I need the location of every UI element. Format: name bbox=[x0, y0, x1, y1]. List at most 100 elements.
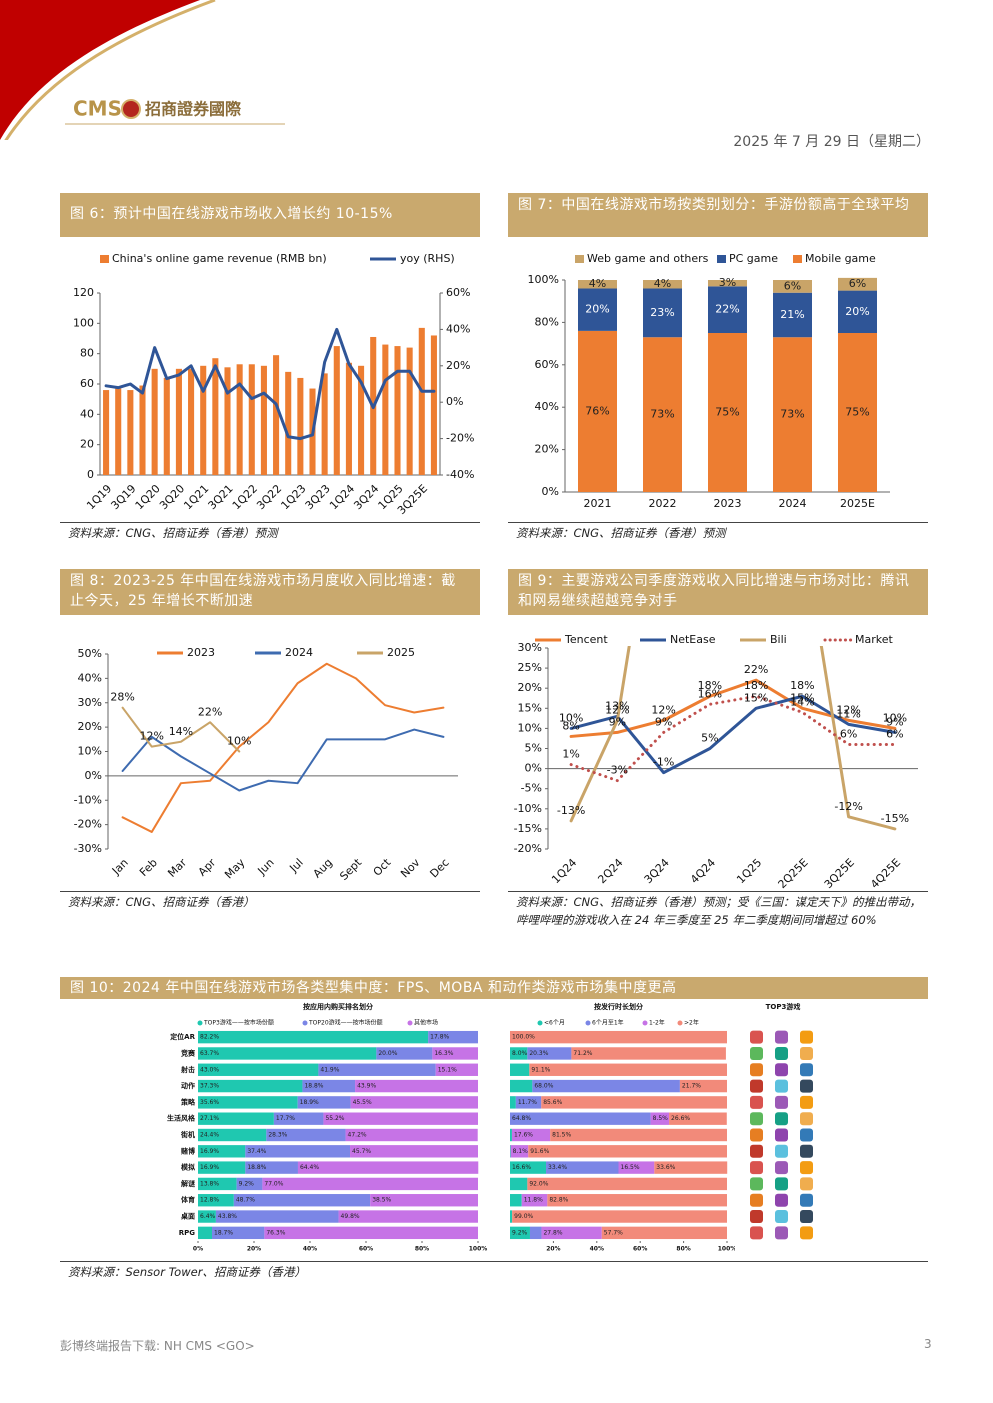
data-label: 1% bbox=[562, 748, 579, 761]
bar bbox=[773, 337, 812, 492]
x-tick-label: 4Q25E bbox=[868, 856, 903, 891]
page-number: 3 bbox=[924, 1337, 932, 1351]
source: 资料来源：CNG、招商证券（香港）预测 bbox=[68, 526, 278, 540]
legend-label: NetEase bbox=[670, 633, 716, 646]
bar bbox=[578, 280, 617, 289]
bar bbox=[163, 377, 170, 475]
bar-segment bbox=[432, 1047, 478, 1060]
y-tick-label: -5% bbox=[521, 782, 542, 795]
x-tick-label: 2025E bbox=[840, 497, 875, 510]
bar-segment bbox=[297, 1096, 351, 1109]
game-icon bbox=[800, 1177, 813, 1191]
legend-label: 1-2年 bbox=[649, 1019, 665, 1027]
bar bbox=[643, 337, 682, 492]
source: 资料来源：CNG、招商证券（香港）预测 bbox=[516, 526, 726, 540]
game-icon bbox=[750, 1128, 763, 1142]
data-label: 11% bbox=[836, 707, 860, 720]
bar bbox=[103, 390, 110, 475]
game-icon bbox=[800, 1079, 813, 1093]
row-label: 桌面 bbox=[180, 1212, 195, 1221]
data-label: -1% bbox=[653, 756, 674, 769]
legend-label: 2023 bbox=[187, 646, 215, 659]
bar-segment bbox=[215, 1210, 339, 1223]
data-label: 12% bbox=[605, 703, 629, 716]
y-tick-label: 30% bbox=[78, 696, 102, 709]
x-tick-label: 80% bbox=[676, 1246, 690, 1253]
bar bbox=[175, 368, 182, 475]
bar bbox=[273, 355, 280, 475]
legend-label: yoy (RHS) bbox=[400, 252, 455, 265]
line bbox=[569, 694, 897, 775]
rule bbox=[60, 891, 480, 892]
data-label: 18% bbox=[744, 679, 768, 692]
game-icon bbox=[750, 1030, 763, 1044]
data-label: 8.0% bbox=[512, 1050, 528, 1057]
legend-swatch bbox=[793, 255, 802, 263]
bar-segment bbox=[198, 1112, 274, 1125]
row-label: 动作 bbox=[181, 1081, 195, 1090]
bar bbox=[838, 277, 877, 291]
bar-segment bbox=[521, 1194, 548, 1207]
data-label: 6% bbox=[784, 279, 801, 292]
data-label: 76% bbox=[585, 404, 609, 417]
bar-segment bbox=[510, 1177, 528, 1191]
bar-segment bbox=[550, 1128, 727, 1142]
data-label: 11.8% bbox=[524, 1197, 543, 1204]
game-icon bbox=[750, 1063, 763, 1077]
data-label: 6.4% bbox=[200, 1213, 216, 1220]
data-label: 82.8% bbox=[549, 1197, 568, 1204]
game-icon bbox=[800, 1046, 813, 1060]
bar bbox=[430, 335, 437, 475]
data-label: 8% bbox=[562, 719, 579, 732]
data-label: 55.2% bbox=[325, 1115, 344, 1122]
data-label: 75% bbox=[715, 406, 739, 419]
bar bbox=[285, 371, 292, 475]
bar bbox=[708, 286, 747, 333]
bar-segment bbox=[198, 1210, 216, 1223]
data-label: 13% bbox=[605, 699, 629, 712]
y-tick-label: 20% bbox=[78, 720, 102, 733]
x-tick-label: 20% bbox=[247, 1246, 261, 1253]
data-label: 91.6% bbox=[530, 1148, 549, 1155]
bar bbox=[224, 367, 231, 475]
data-label: 13.8% bbox=[200, 1180, 219, 1187]
row-label: RPG bbox=[179, 1229, 196, 1237]
line bbox=[121, 706, 241, 753]
legend-label: 2025 bbox=[387, 646, 415, 659]
x-tick-label: 3Q21 bbox=[206, 482, 236, 512]
bar bbox=[151, 368, 158, 475]
game-icon bbox=[775, 1046, 788, 1060]
y2-tick-label: 60% bbox=[446, 286, 470, 299]
y-tick-label: 5% bbox=[525, 742, 542, 755]
y2-tick-label: 20% bbox=[446, 359, 470, 372]
data-label: 28% bbox=[110, 691, 134, 704]
panel-title: 按应用内购买排名划分 bbox=[303, 1002, 373, 1011]
data-label: 63.7% bbox=[200, 1050, 219, 1057]
bar bbox=[708, 280, 747, 287]
bar bbox=[333, 346, 340, 475]
legend-label: 6个月至1年 bbox=[592, 1019, 624, 1027]
x-tick-label: 1Q19 bbox=[84, 482, 114, 512]
y-tick-label: -10% bbox=[74, 793, 102, 806]
bar-segment bbox=[345, 1128, 478, 1142]
data-label: 64.4% bbox=[300, 1164, 319, 1171]
header-art: CMS 招商證券國際 bbox=[0, 0, 285, 140]
bar bbox=[394, 346, 401, 475]
x-tick-label: 1Q25 bbox=[734, 856, 764, 886]
x-tick-label: 2Q24 bbox=[595, 856, 625, 886]
data-label: 16.3% bbox=[434, 1050, 453, 1057]
y-tick-label: -10% bbox=[514, 802, 542, 815]
chart: -20% -15% -10% -5% 0% 5% 10% 15% 20% 25% 30% 1Q24 2Q… bbox=[514, 633, 918, 891]
bar-segment bbox=[679, 1079, 727, 1093]
bar-segment bbox=[541, 1096, 727, 1109]
game-icon bbox=[800, 1226, 813, 1240]
x-tick-label: 80% bbox=[415, 1246, 429, 1253]
data-label: 28.3% bbox=[268, 1132, 287, 1139]
game-icon bbox=[750, 1193, 763, 1207]
game-icon bbox=[800, 1193, 813, 1207]
icons-title: TOP3游戏 bbox=[766, 1002, 801, 1011]
bar-segment bbox=[510, 1145, 529, 1158]
chart: 020406080100120-40%-20%0%20%40%60%1Q193Q… bbox=[73, 252, 474, 517]
x-tick-label: 2021 bbox=[584, 497, 612, 510]
game-icon bbox=[775, 1193, 788, 1207]
